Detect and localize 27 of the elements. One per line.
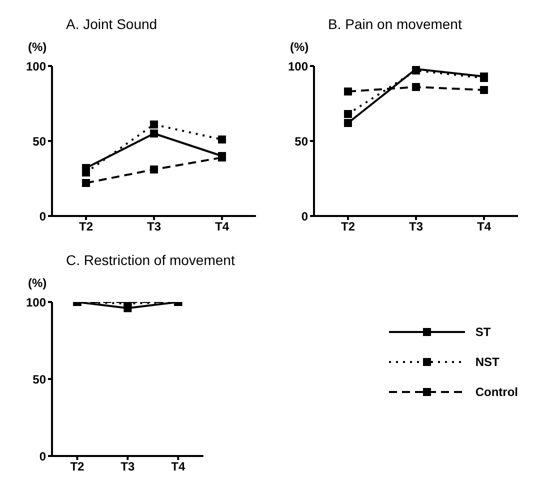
y-tick-label: 0 <box>39 209 46 224</box>
x-tick-label: T4 <box>476 220 492 234</box>
y-tick-label: 0 <box>301 209 308 224</box>
y-tick-label: 100 <box>288 59 308 74</box>
y-tick-label: 50 <box>32 372 46 386</box>
chart-title: B. Pain on movement <box>328 16 462 32</box>
x-tick-label: T2 <box>340 220 356 234</box>
x-tick-label: T3 <box>146 220 162 234</box>
x-tick-label: T2 <box>70 460 85 474</box>
chart-title: C. Restriction of movement <box>66 252 235 268</box>
x-tick-label: T3 <box>408 220 424 234</box>
x-tick-label: T3 <box>120 460 135 474</box>
chart-title: A. Joint Sound <box>66 16 158 32</box>
x-tick-label: T4 <box>171 460 186 474</box>
y-tick-label: 50 <box>294 134 308 148</box>
y-axis-title: (%) <box>28 40 47 54</box>
y-tick-label: 0 <box>39 449 46 464</box>
text: NST <box>475 355 500 369</box>
y-tick-label: 100 <box>26 59 46 74</box>
y-axis-title: (%) <box>28 276 47 290</box>
y-axis-title: (%) <box>290 40 309 54</box>
y-tick-label: 50 <box>32 134 46 148</box>
x-tick-label: T2 <box>78 220 94 234</box>
text: Control <box>475 385 518 399</box>
y-tick-label: 100 <box>26 295 46 310</box>
x-tick-label: T4 <box>214 220 230 234</box>
text: ST <box>475 325 491 339</box>
